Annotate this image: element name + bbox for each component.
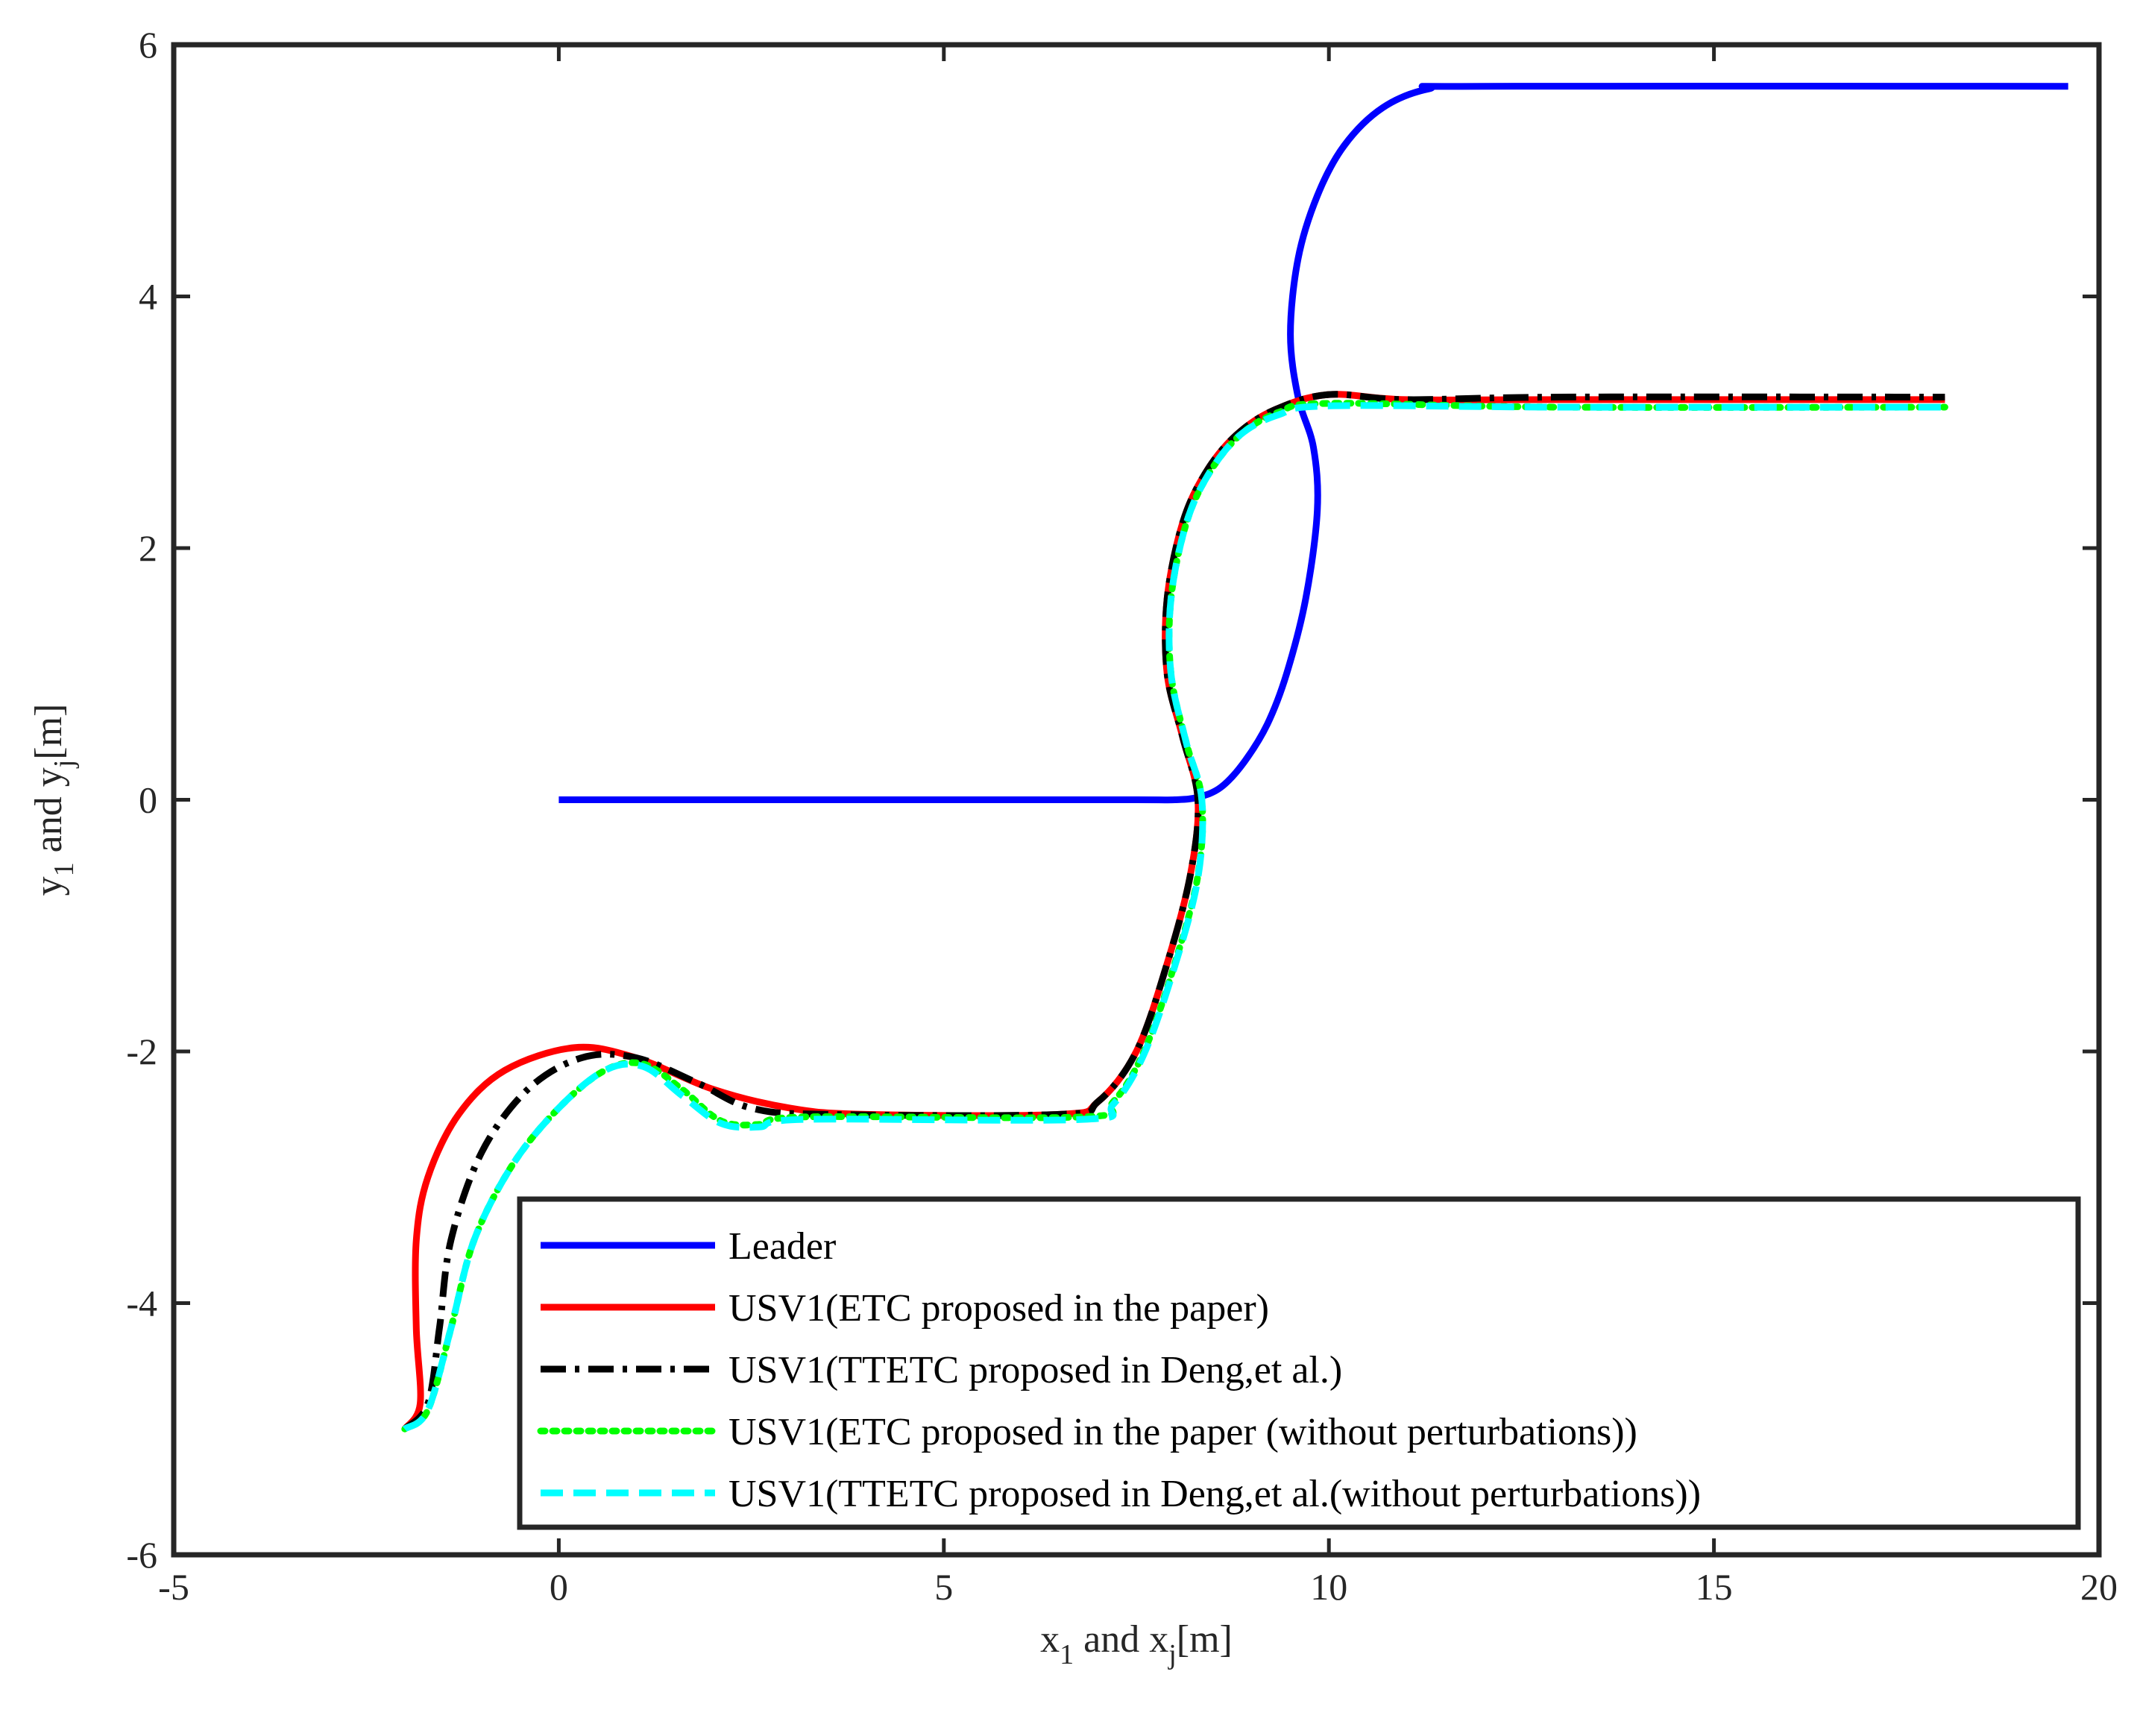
y-tick-label: -4 (126, 1283, 157, 1324)
x-tick-label: 15 (1696, 1566, 1733, 1608)
y-tick-label: 6 (139, 24, 157, 66)
x-axis-label-mid: and x (1074, 1618, 1168, 1661)
x-tick-label: 20 (2080, 1566, 2118, 1608)
y-tick-label: -2 (126, 1031, 157, 1072)
y-axis-label-tail: [m] (28, 704, 70, 760)
x-tick-label: 5 (934, 1566, 953, 1608)
legend-items: Leader USV1(ETC proposed in the paper) USV… (537, 1225, 1701, 1515)
series-line-3 (401, 400, 1948, 1432)
tick-layer: -5 0 5 10 15 20 -6 -4 -2 0 2 4 6 (126, 24, 2118, 1608)
series-layer (401, 82, 2068, 1432)
y-tick-label: 2 (139, 527, 157, 569)
series-line-4 (402, 402, 1945, 1432)
y-axis-label: y1 and yj[m] (28, 704, 80, 896)
series-line-0 (558, 82, 2068, 804)
y-tick-label: 0 (139, 779, 157, 821)
legend-label-3: USV1(ETC proposed in the paper (without … (728, 1411, 1637, 1453)
legend-box (517, 1196, 2081, 1530)
x-axis-label-sub1: 1 (1060, 1639, 1074, 1670)
x-tick-label: -5 (158, 1566, 189, 1608)
series-line-2 (402, 391, 1945, 1432)
x-axis-label: x1 and xj[m] (1040, 1618, 1233, 1670)
legend-label-0: Leader (728, 1225, 836, 1268)
y-tick-label: 4 (139, 276, 157, 318)
x-axis-label-tail: [m] (1177, 1618, 1233, 1661)
x-axis-label-sub2: j (1167, 1639, 1177, 1670)
y-axis-label-mid: and y (28, 767, 70, 862)
y-axis-label-main: y (28, 876, 70, 896)
y-axis-label-sub2: j (48, 760, 80, 770)
x-axis-label-main: x (1040, 1618, 1060, 1661)
y-tick-label: -6 (126, 1534, 157, 1576)
x-tick-label: 0 (550, 1566, 568, 1608)
x-tick-label: 10 (1310, 1566, 1347, 1608)
legend-label-2: USV1(TTETC proposed in Deng,et al.) (728, 1349, 1342, 1391)
legend-label-1: USV1(ETC proposed in the paper) (728, 1287, 1269, 1330)
y-axis-label-sub1: 1 (48, 862, 80, 876)
legend-label-4: USV1(TTETC proposed in Deng,et al.(witho… (728, 1473, 1701, 1515)
legend: Leader USV1(ETC proposed in the paper) USV… (517, 1196, 2081, 1530)
